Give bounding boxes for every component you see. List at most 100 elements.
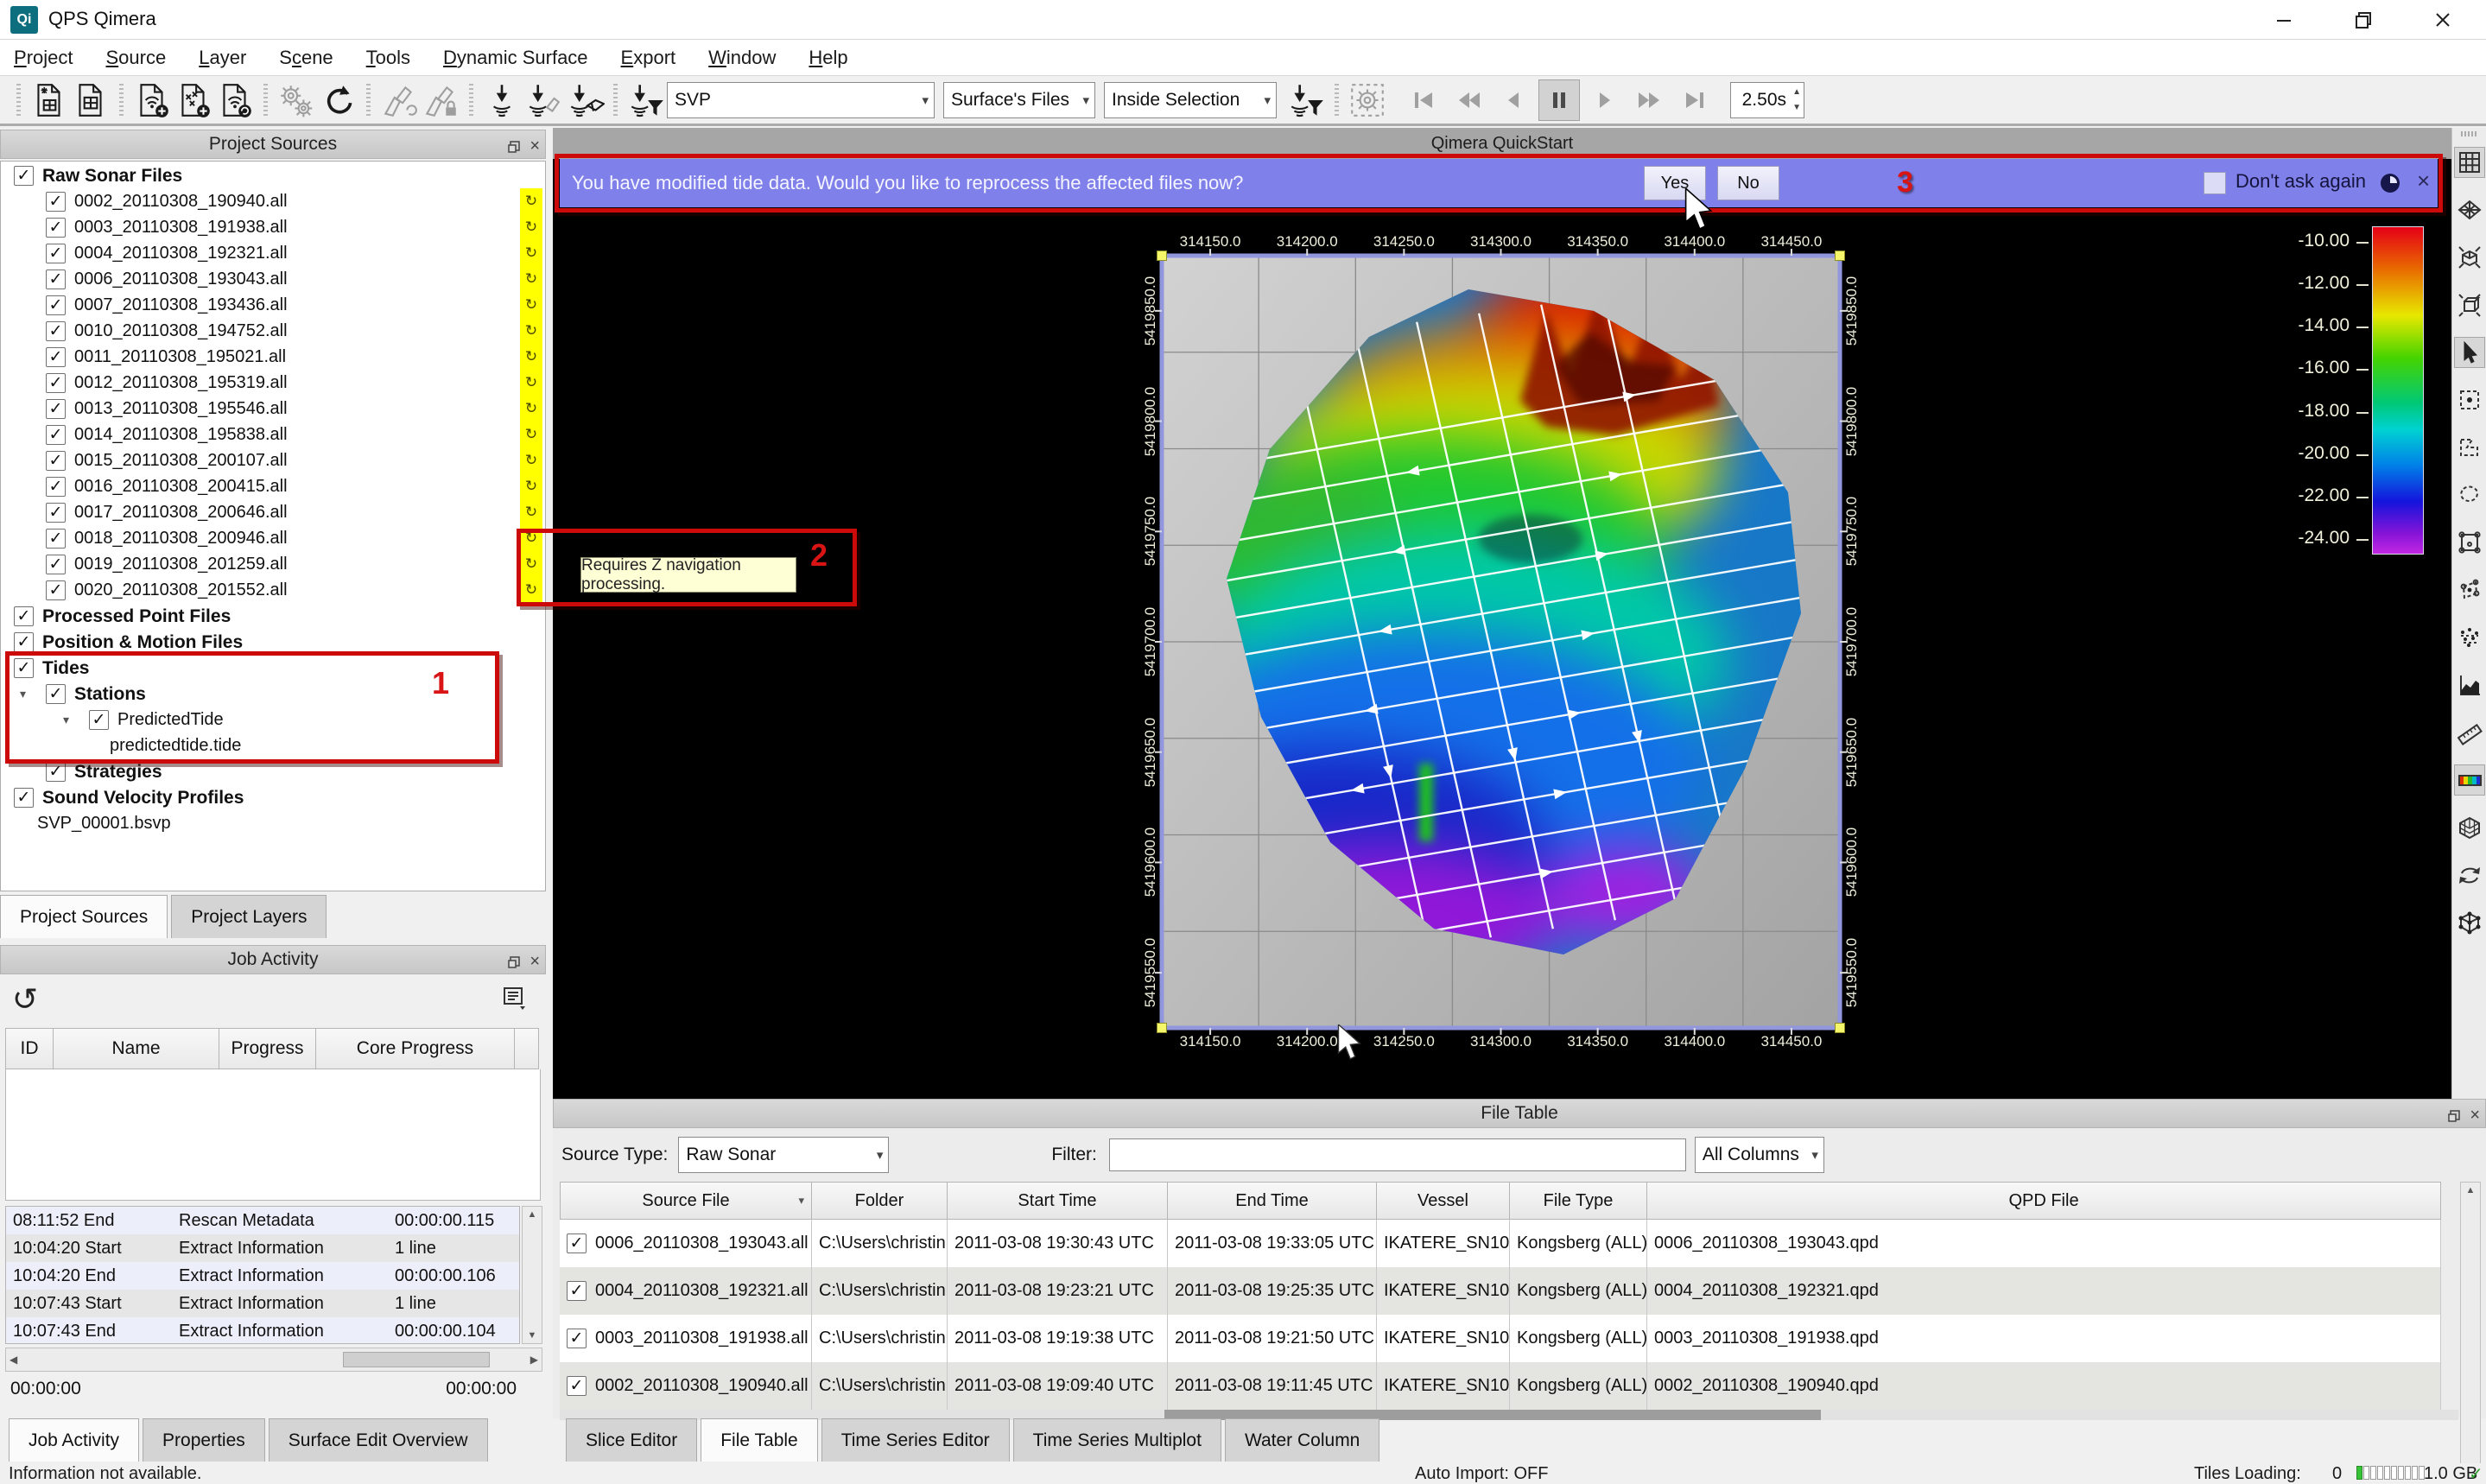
column-header-file-type[interactable]: File Type: [1510, 1182, 1647, 1220]
menu-window[interactable]: Window: [708, 46, 777, 68]
menu-layer[interactable]: Layer: [199, 46, 247, 68]
no-button[interactable]: No: [1717, 166, 1779, 200]
tab-properties[interactable]: Properties: [143, 1418, 265, 1462]
tree-checkbox[interactable]: ✓: [46, 503, 66, 523]
tree-item-0014-20110308-195838-all[interactable]: ✓ 0014_20110308_195838.all: [1, 422, 545, 448]
tree-item-predictedtide-tide[interactable]: predictedtide.tide: [1, 733, 545, 759]
tree-item-svp-00001-bsvp[interactable]: SVP_00001.bsvp: [1, 811, 545, 837]
scene-3d-view[interactable]: 314150.0 314200.0 314250.0 314300.0 314350.0…: [553, 159, 2451, 1099]
menu-help[interactable]: Help: [809, 46, 848, 68]
reprocess-icon[interactable]: [317, 79, 358, 121]
close-panel-icon[interactable]: ×: [530, 136, 540, 155]
tree-item-0020-20110308-201552-all[interactable]: ✓ 0020_20110308_201552.all: [1, 578, 545, 604]
tree-checkbox[interactable]: ✓: [46, 555, 66, 574]
zoom-extents-icon[interactable]: [2454, 289, 2485, 320]
tree-item-0007-20110308-193436-all[interactable]: ✓ 0007_20110308_193436.all: [1, 293, 545, 319]
selection-handle[interactable]: [1157, 1023, 1167, 1033]
tab-file-table[interactable]: File Table: [701, 1418, 818, 1462]
colormap-icon[interactable]: [2454, 764, 2485, 796]
play-button[interactable]: [1583, 79, 1625, 121]
toolbar-drag-handle[interactable]: [2461, 131, 2478, 136]
float-panel-icon[interactable]: [507, 955, 521, 969]
rect-select-icon[interactable]: [2454, 384, 2485, 415]
tree-checkbox[interactable]: ✓: [14, 658, 34, 678]
minimize-button[interactable]: [2246, 0, 2322, 40]
pause-button[interactable]: [1538, 79, 1580, 121]
create-project-icon[interactable]: [29, 79, 70, 121]
tree-checkbox[interactable]: ✓: [46, 347, 66, 367]
tree-item-0003-20110308-191938-all[interactable]: ✓ 0003_20110308_191938.all: [1, 215, 545, 241]
file-table-row[interactable]: ✓ 0003_20110308_191938.all C:\Users\christ…: [560, 1315, 2441, 1362]
tree-checkbox[interactable]: ✓: [46, 218, 66, 238]
tree-item-0010-20110308-194752-all[interactable]: ✓ 0010_20110308_194752.all: [1, 319, 545, 345]
menu-dynamic-surface[interactable]: Dynamic Surface: [443, 46, 588, 68]
row-checkbox[interactable]: ✓: [567, 1329, 587, 1348]
selection-handle[interactable]: [1835, 1023, 1845, 1033]
playback-speed-spinner[interactable]: 2.50s ▲ ▼: [1730, 81, 1804, 118]
wireframe-view-icon[interactable]: [2454, 194, 2485, 225]
tree-checkbox[interactable]: ✓: [46, 477, 66, 497]
tree-checkbox[interactable]: ✓: [46, 762, 66, 782]
tree-item-0015-20110308-200107-all[interactable]: ✓ 0015_20110308_200107.all: [1, 448, 545, 474]
tree-item-position-motion-files[interactable]: ✓ Position & Motion Files: [1, 630, 545, 656]
tree-item-processed-point-files[interactable]: ✓ Processed Point Files: [1, 604, 545, 630]
expander-icon[interactable]: ▾: [20, 687, 27, 701]
file-table-row[interactable]: ✓ 0006_20110308_193043.all C:\Users\christ…: [560, 1220, 2441, 1267]
tab-job-activity[interactable]: Job Activity: [9, 1418, 140, 1462]
add-raw-sonar-icon[interactable]: [131, 79, 173, 121]
zoom-extents-3d-icon[interactable]: [2454, 242, 2485, 273]
tree-checkbox[interactable]: ✓: [46, 399, 66, 419]
point-select-icon[interactable]: [2454, 622, 2485, 653]
slice-select-icon[interactable]: [2454, 527, 2485, 558]
menu-tools[interactable]: Tools: [365, 46, 411, 68]
skip-start-button[interactable]: [1404, 79, 1445, 121]
job-column-progress[interactable]: Progress: [219, 1028, 316, 1069]
row-checkbox[interactable]: ✓: [567, 1281, 587, 1301]
log-options-icon[interactable]: [501, 985, 527, 1015]
job-column-name[interactable]: Name: [54, 1028, 219, 1069]
mesh-view-icon[interactable]: [2454, 812, 2485, 843]
tree-item-predictedtide[interactable]: ▾ ✓ PredictedTide: [1, 707, 545, 733]
lasso-select-icon[interactable]: [2454, 479, 2485, 511]
selection-handle[interactable]: [1835, 251, 1845, 261]
tab-water-column[interactable]: Water Column: [1224, 1418, 1380, 1462]
job-log-vscrollbar[interactable]: ▲ ▼: [522, 1206, 542, 1344]
selection-mode-combo[interactable]: Inside Selection ▾: [1104, 81, 1277, 118]
tree-item-stations[interactable]: ▾ ✓ Stations: [1, 682, 545, 707]
tree-item-0006-20110308-193043-all[interactable]: ✓ 0006_20110308_193043.all: [1, 267, 545, 293]
job-log-row[interactable]: 10:04:20 End Extract Information 00:00:00.…: [6, 1262, 519, 1290]
column-header-end-time[interactable]: End Time: [1168, 1182, 1377, 1220]
rewind-button[interactable]: [1449, 79, 1490, 121]
step-back-button[interactable]: [1494, 79, 1535, 121]
job-log-row[interactable]: 10:07:43 End Extract Information 00:00:00.…: [6, 1317, 519, 1343]
tree-checkbox[interactable]: ✓: [46, 192, 66, 212]
plumb-mesh-icon[interactable]: [564, 79, 606, 121]
point-cloud-icon[interactable]: [2454, 907, 2485, 938]
tree-item-raw-sonar-files[interactable]: ✓ Raw Sonar Files: [1, 163, 545, 189]
tree-checkbox[interactable]: ✓: [46, 425, 66, 445]
job-log-row[interactable]: 10:07:43 Start Extract Information 1 line: [6, 1290, 519, 1317]
tab-time-series-editor[interactable]: Time Series Editor: [821, 1418, 1010, 1462]
tree-item-0013-20110308-195546-all[interactable]: ✓ 0013_20110308_195546.all: [1, 396, 545, 422]
expander-icon[interactable]: ▾: [63, 713, 70, 726]
selection-handle[interactable]: [1157, 251, 1167, 261]
refresh-view-icon[interactable]: [2454, 859, 2485, 891]
close-button[interactable]: [2405, 0, 2481, 40]
tree-item-0019-20110308-201259-all[interactable]: ✓ 0019_20110308_201259.all: [1, 552, 545, 578]
measure-ruler-icon[interactable]: [2454, 717, 2485, 748]
float-panel-icon[interactable]: [507, 140, 521, 154]
select-cursor-icon[interactable]: [2454, 337, 2485, 368]
sort-indicator-icon[interactable]: ▾: [798, 1194, 804, 1207]
column-header-vessel[interactable]: Vessel: [1377, 1182, 1510, 1220]
tree-item-0016-20110308-200415-all[interactable]: ✓ 0016_20110308_200415.all: [1, 474, 545, 500]
tree-item-0002-20110308-190940-all[interactable]: ✓ 0002_20110308_190940.all: [1, 189, 545, 215]
tab-surface-edit-overview[interactable]: Surface Edit Overview: [268, 1418, 488, 1462]
tree-checkbox[interactable]: ✓: [14, 606, 34, 626]
float-panel-icon[interactable]: [2447, 1109, 2461, 1123]
svp-combo[interactable]: SVP ▾: [667, 81, 935, 118]
row-checkbox[interactable]: ✓: [567, 1233, 587, 1253]
menu-export[interactable]: Export: [620, 46, 676, 68]
tree-checkbox[interactable]: ✓: [46, 373, 66, 393]
spinner-arrows-icon[interactable]: ▲ ▼: [1792, 86, 1801, 112]
tree-item-tides[interactable]: ✓ Tides: [1, 656, 545, 682]
